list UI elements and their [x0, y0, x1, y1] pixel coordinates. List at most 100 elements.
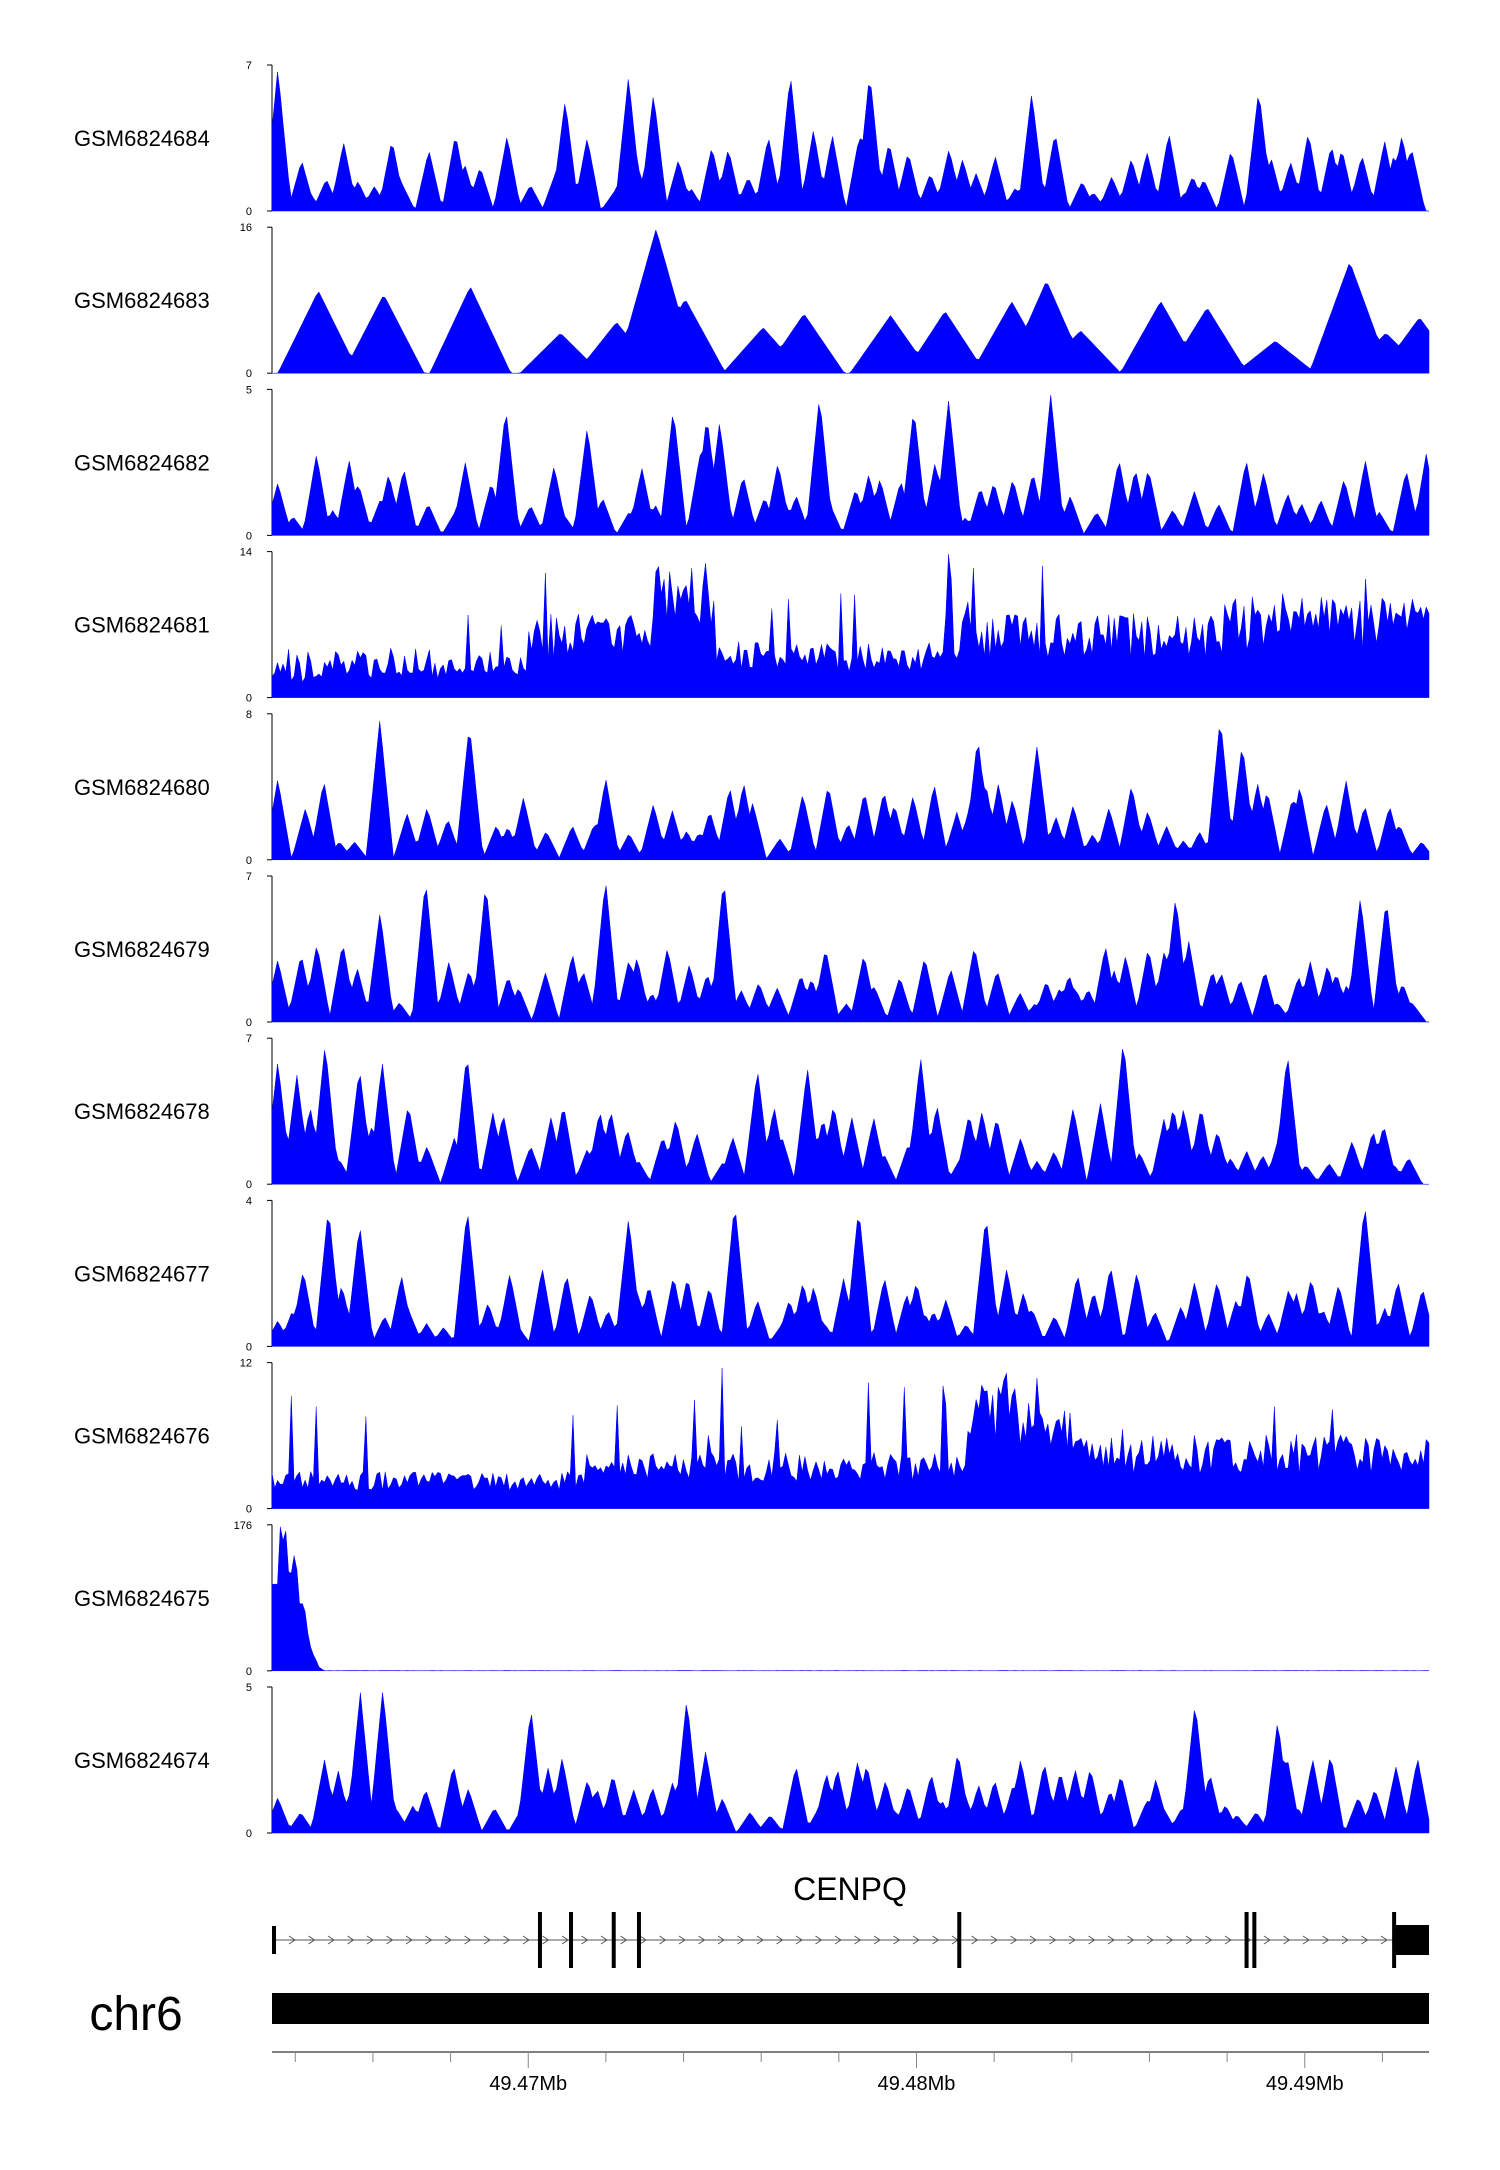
x-axis: 49.47Mb 49.48Mb 49.49Mb: [272, 2051, 1429, 2095]
coverage-area: [271, 1368, 1430, 1509]
strand-arrow: [737, 1935, 745, 1945]
y-tick-label: 0: [246, 206, 252, 218]
coverage-track: GSM6824680 8 0: [74, 709, 1430, 867]
track-label: GSM6824678: [74, 1099, 210, 1124]
strand-arrow: [327, 1935, 335, 1945]
strand-arrow: [1029, 1935, 1037, 1945]
strand-arrow: [1068, 1935, 1076, 1945]
y-tick-label: 5: [246, 384, 252, 396]
y-tick-label: 7: [246, 871, 252, 883]
strand-arrow: [464, 1935, 472, 1945]
strand-arrow: [1361, 1935, 1369, 1945]
exon: [1244, 1912, 1249, 1968]
exon: [611, 1912, 616, 1968]
strand-arrow: [912, 1935, 920, 1945]
strand-arrow: [347, 1935, 355, 1945]
y-tick-label: 14: [240, 547, 252, 559]
y-tick-label: 0: [246, 530, 252, 542]
strand-arrow: [1302, 1935, 1310, 1945]
strand-arrow: [1049, 1935, 1057, 1945]
y-tick-label: 8: [246, 709, 252, 721]
strand-arrow: [522, 1935, 530, 1945]
coverage-area: [271, 1211, 1430, 1347]
strand-arrow: [698, 1935, 706, 1945]
chromosome-track: chr6: [89, 1988, 1429, 2041]
strand-arrow: [678, 1935, 686, 1945]
y-tick-label: 0: [246, 1666, 252, 1678]
coverage-area: [271, 721, 1430, 861]
track-label: GSM6824681: [74, 613, 210, 638]
coverage-track: GSM6824678 7 0: [74, 1033, 1429, 1191]
strand-arrow: [308, 1935, 316, 1945]
strand-arrow: [971, 1935, 979, 1945]
strand-arrow: [1263, 1935, 1271, 1945]
strand-arrow: [1283, 1935, 1291, 1945]
coverage-track: GSM6824677 4 0: [74, 1195, 1430, 1353]
exon: [569, 1912, 574, 1968]
strand-arrow: [1341, 1935, 1349, 1945]
coverage-track: GSM6824684 7 0: [74, 60, 1429, 218]
coverage-area: [272, 229, 1430, 374]
coverage-track: GSM6824674 5 0: [74, 1682, 1430, 1840]
strand-arrow: [366, 1935, 374, 1945]
strand-arrow: [1205, 1935, 1213, 1945]
strand-arrow: [1380, 1935, 1388, 1945]
track-label: GSM6824676: [74, 1424, 210, 1449]
strand-arrow: [1127, 1935, 1135, 1945]
y-tick-label: 0: [246, 1504, 252, 1516]
coverage-area: [271, 554, 1430, 698]
strand-arrow: [873, 1935, 881, 1945]
track-label: GSM6824674: [74, 1748, 210, 1773]
strand-arrow: [1146, 1935, 1154, 1945]
strand-arrow: [444, 1935, 452, 1945]
y-tick-label: 176: [234, 1520, 252, 1532]
strand-arrow: [893, 1935, 901, 1945]
exon: [636, 1912, 641, 1968]
strand-arrow: [834, 1935, 842, 1945]
gene-track: CENPQ: [272, 1871, 1429, 1968]
coverage-area: [271, 71, 1429, 212]
strand-arrow: [288, 1935, 296, 1945]
strand-arrow: [776, 1935, 784, 1945]
strand-arrow: [386, 1935, 394, 1945]
strand-arrow: [1185, 1935, 1193, 1945]
coverage-track: GSM6824681 14 0: [74, 547, 1430, 705]
strand-arrow: [425, 1935, 433, 1945]
y-tick-label: 5: [246, 1682, 252, 1694]
strand-arrow: [1010, 1935, 1018, 1945]
coverage-track: GSM6824679 7 0: [74, 871, 1430, 1029]
coverage-area: [271, 885, 1430, 1023]
y-tick-label: 0: [246, 1341, 252, 1353]
strand-arrow: [581, 1935, 589, 1945]
strand-arrow: [659, 1935, 667, 1945]
coverage-track: GSM6824682 5 0: [74, 384, 1430, 542]
coverage-area: [271, 394, 1430, 536]
coverage-area: [271, 1526, 1430, 1672]
exon: [1395, 1925, 1429, 1955]
y-tick-label: 0: [246, 855, 252, 867]
y-tick-label: 0: [246, 368, 252, 380]
strand-arrow: [620, 1935, 628, 1945]
exon: [537, 1912, 542, 1968]
chromosome-bar: [272, 1993, 1429, 2024]
strand-arrow: [1166, 1935, 1174, 1945]
strand-arrow: [1224, 1935, 1232, 1945]
track-label: GSM6824677: [74, 1261, 210, 1286]
y-tick-label: 7: [246, 60, 252, 72]
track-label: GSM6824680: [74, 775, 210, 800]
exon: [1392, 1912, 1397, 1968]
strand-arrow: [561, 1935, 569, 1945]
y-tick-label: 0: [246, 1828, 252, 1840]
y-tick-label: 12: [240, 1358, 252, 1370]
coverage-track: GSM6824676 12 0: [74, 1358, 1430, 1516]
chromosome-label: chr6: [89, 1988, 182, 2041]
y-tick-label: 0: [246, 1017, 252, 1029]
coverage-tracks: GSM682468470GSM6824683160GSM682468250GSM…: [74, 60, 1430, 1840]
y-tick-label: 0: [246, 1179, 252, 1191]
strand-arrow: [639, 1935, 647, 1945]
track-label: GSM6824682: [74, 450, 210, 475]
track-label: GSM6824683: [74, 288, 210, 313]
coverage-area: [271, 1049, 1429, 1185]
strand-arrow: [1088, 1935, 1096, 1945]
